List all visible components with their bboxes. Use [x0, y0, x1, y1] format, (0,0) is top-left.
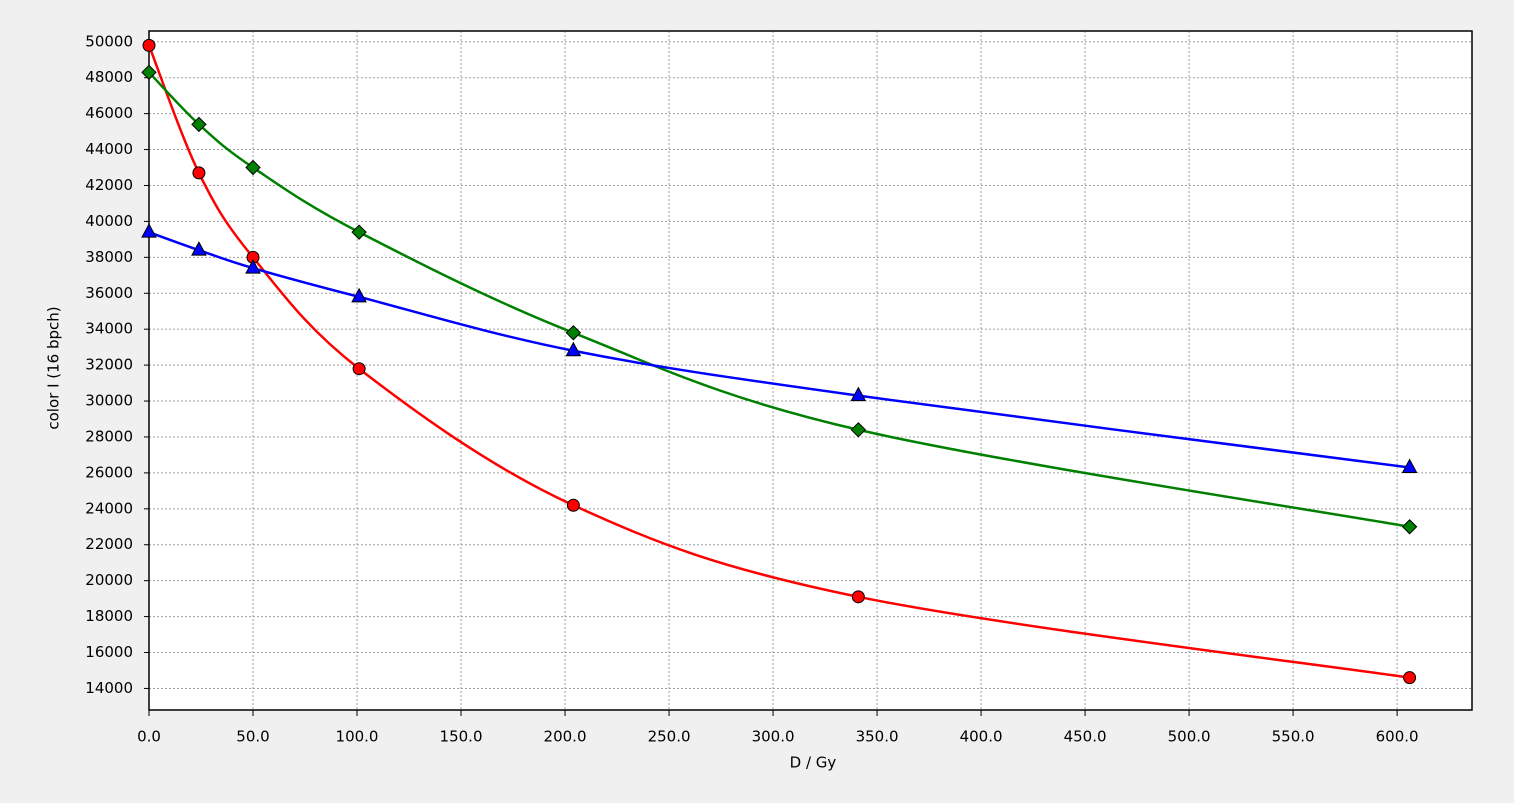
- y-tick-label: 50000: [85, 32, 133, 50]
- marker: [141, 64, 157, 81]
- marker: [245, 159, 261, 176]
- x-tick-label: 200.0: [544, 728, 587, 746]
- y-tick-label: 26000: [85, 463, 133, 481]
- x-tick-label: 50.0: [236, 728, 269, 746]
- y-tick-label: 28000: [85, 427, 133, 445]
- x-tick-label: 400.0: [960, 728, 1003, 746]
- series-line: [148, 231, 1410, 469]
- y-tick-label: 40000: [85, 212, 133, 230]
- x-tick-label: 100.0: [336, 728, 379, 746]
- y-tick-label: 36000: [85, 284, 133, 302]
- y-axis-title: color I (16 bpch): [45, 306, 63, 429]
- y-tick-label: 38000: [85, 248, 133, 266]
- x-tick-label: 600.0: [1376, 728, 1419, 746]
- x-tick-label: 450.0: [1064, 728, 1107, 746]
- marker: [565, 341, 582, 357]
- y-tick-label: 16000: [85, 643, 133, 661]
- marker: [566, 498, 580, 512]
- plot-border: [148, 30, 1473, 711]
- y-tick-label: 30000: [85, 392, 133, 410]
- series-line: [148, 71, 1410, 529]
- x-tick-label: 250.0: [648, 728, 691, 746]
- marker: [191, 241, 207, 256]
- y-tick-label: 46000: [85, 104, 133, 122]
- x-tick-label: 500.0: [1168, 728, 1211, 746]
- marker: [851, 590, 865, 604]
- marker: [142, 38, 156, 52]
- marker: [850, 422, 867, 438]
- y-tick-label: 32000: [85, 356, 133, 374]
- x-axis-title: D / Gy: [790, 754, 837, 772]
- y-tick-label: 42000: [85, 176, 133, 194]
- marker: [1403, 671, 1417, 685]
- marker: [565, 325, 582, 341]
- marker: [352, 362, 366, 376]
- y-tick-label: 20000: [85, 571, 133, 589]
- y-tick-label: 34000: [85, 320, 133, 338]
- series-line: [147, 44, 1410, 679]
- x-tick-label: 350.0: [856, 728, 899, 746]
- marker: [1401, 458, 1418, 473]
- marker: [1401, 519, 1418, 535]
- plot-area: [149, 31, 1472, 710]
- y-tick-label: 44000: [85, 140, 133, 158]
- x-tick-label: 550.0: [1272, 728, 1315, 746]
- marker: [351, 287, 367, 303]
- x-tick-label: 150.0: [440, 728, 483, 746]
- marker: [245, 259, 261, 274]
- marker: [192, 166, 206, 180]
- marker: [351, 224, 367, 240]
- y-tick-label: 48000: [85, 68, 133, 86]
- marker: [191, 116, 207, 133]
- y-tick-label: 14000: [85, 679, 133, 697]
- marker: [850, 386, 867, 402]
- y-tick-label: 22000: [85, 535, 133, 553]
- y-tick-label: 24000: [85, 499, 133, 517]
- x-tick-label: 300.0: [752, 728, 795, 746]
- x-tick-label: 0.0: [137, 728, 161, 746]
- y-tick-label: 18000: [85, 607, 133, 625]
- marker: [141, 223, 157, 238]
